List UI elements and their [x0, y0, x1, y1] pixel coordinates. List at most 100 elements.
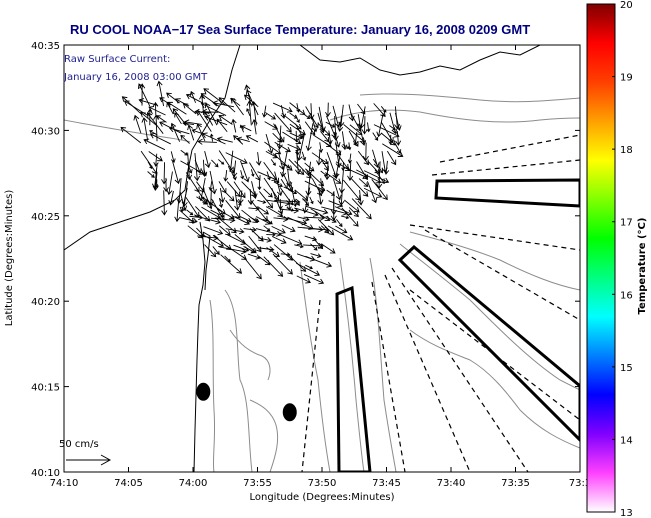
colorbar-tick-label: 20: [620, 0, 633, 11]
current-vector: [280, 252, 291, 257]
x-tick-label: 73:50: [308, 478, 337, 489]
current-vector: [388, 134, 393, 146]
current-vector: [303, 242, 324, 249]
current-vector: [305, 264, 313, 270]
current-vector: [270, 159, 276, 166]
current-vector: [141, 117, 149, 141]
current-vector: [149, 133, 171, 145]
bathymetry-contour: [409, 329, 580, 449]
current-vector: [341, 207, 359, 227]
current-vector: [203, 226, 224, 236]
current-vector: [187, 124, 195, 141]
current-vector: [395, 131, 402, 146]
current-vector: [211, 159, 219, 168]
current-vector: [196, 227, 205, 237]
current-vector: [361, 116, 368, 135]
lane-outline-south: [335, 285, 372, 472]
current-vector: [250, 216, 260, 223]
bathymetry-contours: [64, 93, 580, 472]
current-vector: [245, 89, 259, 116]
current-vector: [351, 198, 372, 220]
y-tick-label: 40:10: [31, 468, 60, 479]
current-vector: [301, 151, 307, 161]
current-vector: [264, 121, 279, 130]
current-vector: [152, 101, 159, 116]
current-vector: [266, 247, 280, 258]
current-vector: [202, 188, 213, 210]
current-vector: [294, 114, 300, 124]
current-vector: [352, 132, 359, 146]
buoy-markers: [196, 382, 297, 422]
bathymetry-contour: [64, 119, 191, 143]
current-vector: [302, 187, 311, 214]
colorbar-tick-label: 19: [620, 73, 633, 84]
current-vector: [208, 180, 213, 192]
current-vector: [249, 228, 264, 242]
current-vector: [274, 112, 292, 133]
colorbar-tick-label: 14: [620, 435, 633, 446]
current-vector: [246, 100, 253, 126]
bathymetry-contour: [369, 257, 397, 472]
current-vector: [182, 103, 197, 115]
current-vector: [185, 93, 204, 104]
current-vector: [195, 215, 221, 225]
radar-sector-line: [424, 229, 580, 321]
scale-arrow-label: 50 cm/s: [59, 439, 99, 450]
bathymetry-contour: [329, 109, 580, 123]
colorbar-tick-label: 15: [620, 363, 633, 374]
coastline: [64, 45, 541, 472]
current-vector: [170, 151, 176, 164]
current-vector: [274, 198, 301, 205]
current-vector: [148, 106, 166, 116]
current-vector: [286, 207, 295, 212]
current-vector: [327, 225, 354, 241]
current-vector: [305, 255, 333, 268]
current-vector: [167, 101, 187, 115]
colorbar: [586, 3, 616, 513]
current-vector: [179, 217, 198, 224]
current-vector: [180, 134, 190, 144]
current-vector: [163, 177, 169, 193]
current-vector: [240, 125, 252, 132]
current-vector: [376, 112, 384, 138]
current-vector: [295, 207, 319, 217]
current-vector: [280, 149, 288, 178]
colorbar-ticks: 13 14 15 16 17 18 19 20: [612, 0, 633, 518]
current-vector: [204, 244, 217, 258]
current-vector: [303, 274, 325, 285]
current-vector: [225, 152, 248, 164]
current-vector: [204, 102, 218, 126]
current-vector: [257, 206, 270, 215]
y-tick-label: 40:35: [31, 41, 60, 52]
current-vector: [389, 125, 396, 131]
current-vector: [372, 132, 379, 141]
bathymetry-contour: [229, 329, 271, 381]
current-vector: [232, 170, 237, 181]
current-vector: [296, 103, 301, 113]
current-vector: [294, 130, 299, 143]
bathymetry-contour: [224, 289, 253, 472]
current-vector: [333, 150, 342, 179]
current-vector: [272, 253, 293, 275]
current-vector: [166, 171, 173, 196]
current-vector: [248, 206, 260, 211]
current-vector: [382, 143, 404, 157]
current-vector: [296, 133, 306, 161]
current-vector: [319, 178, 326, 195]
current-vector: [209, 170, 217, 195]
current-vector: [280, 178, 288, 190]
current-vector: [273, 244, 294, 261]
current-vector: [278, 198, 283, 210]
current-vector: [310, 253, 322, 258]
current-vector: [264, 141, 282, 155]
current-vector: [246, 108, 251, 117]
current-vector: [218, 197, 224, 208]
plot-area: [64, 45, 580, 472]
current-vector: [224, 255, 231, 263]
current-vector: [203, 168, 207, 177]
current-vector: [236, 136, 250, 143]
current-vector: [186, 209, 194, 216]
current-vector: [318, 142, 324, 154]
current-vector: [191, 128, 203, 135]
current-vector: [356, 169, 382, 184]
